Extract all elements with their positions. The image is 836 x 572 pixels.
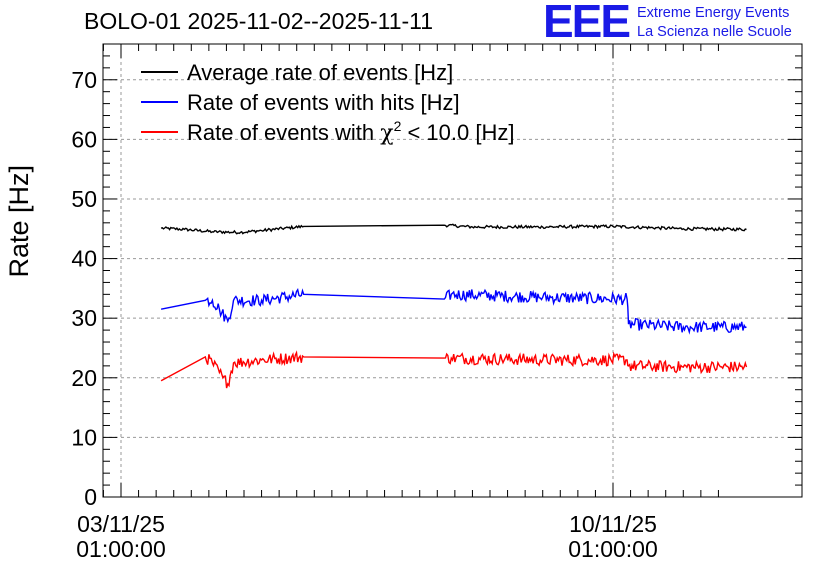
legend-label-average: Average rate of events [Hz] — [187, 60, 453, 85]
logo-caption-line2: La Scienza nelle Scuole — [637, 24, 792, 40]
y-tick-label: 60 — [71, 126, 97, 152]
y-tick-label: 10 — [71, 424, 97, 450]
x-tick-label-date: 03/11/25 — [77, 511, 165, 537]
y-tick-label: 70 — [71, 67, 97, 93]
y-tick-label: 40 — [71, 246, 97, 272]
logo-caption: Extreme Energy Events La Scienza nelle S… — [637, 4, 792, 42]
chart-title: BOLO-01 2025-11-02--2025-11-11 — [84, 8, 434, 34]
y-tick-label: 0 — [84, 484, 97, 510]
eee-logo: EEE — [543, 0, 631, 47]
x-tick-label-time: 01:00:00 — [568, 536, 658, 562]
y-tick-label: 50 — [71, 186, 97, 212]
logo-caption-line1: Extreme Energy Events — [637, 5, 790, 21]
series-line-chi2 — [160, 350, 748, 389]
x-tick-label-date: 10/11/25 — [569, 511, 657, 537]
series-line-hits — [160, 287, 747, 335]
y-tick-label: 30 — [71, 305, 97, 331]
plot-frame — [102, 43, 803, 498]
legend-label-chi2: Rate of events with χ2 < 10.0 [Hz] — [187, 118, 514, 146]
y-tick-label: 20 — [71, 365, 97, 391]
x-tick-label-time: 01:00:00 — [76, 536, 166, 562]
legend-label-hits: Rate of events with hits [Hz] — [187, 90, 460, 115]
series-line-average — [160, 223, 747, 235]
